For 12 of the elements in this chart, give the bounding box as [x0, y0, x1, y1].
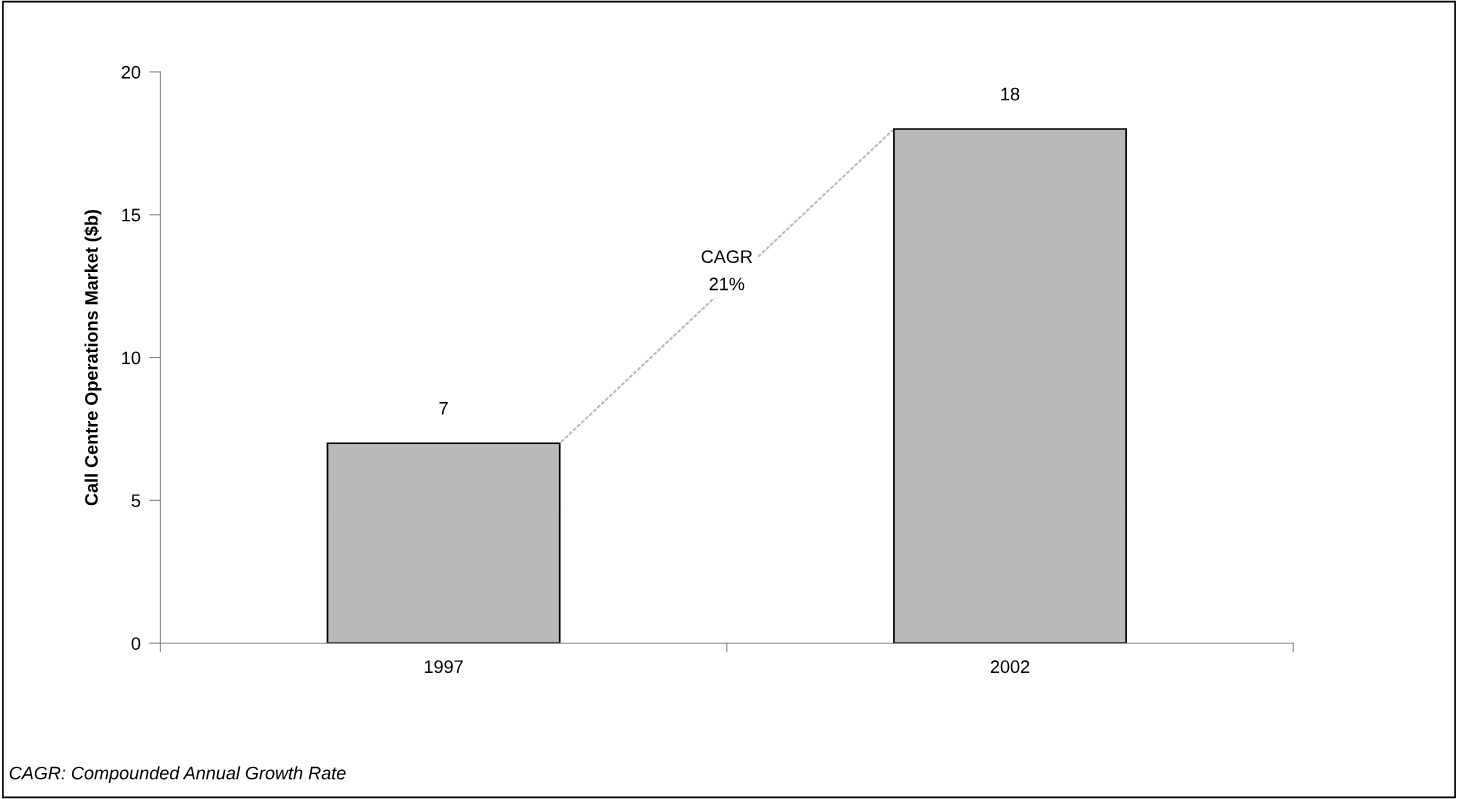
x-tick-label: 2002	[990, 660, 1030, 674]
y-tick-label: 15	[122, 208, 141, 222]
y-tick-label: 10	[122, 351, 141, 365]
y-axis-title: Call Centre Operations Market ($b)	[84, 209, 102, 506]
data-label: 7	[439, 402, 448, 415]
x-tick-label: 1997	[424, 660, 463, 674]
text: CAGR: Compounded Annual Growth Rate	[9, 766, 346, 784]
y-tick-label: 20	[121, 65, 141, 79]
y-tick-label: 0	[131, 637, 141, 650]
y-tick-label: 5	[131, 494, 141, 508]
data-label: 18	[1001, 87, 1020, 101]
annotation: CAGR 21%	[701, 250, 753, 291]
